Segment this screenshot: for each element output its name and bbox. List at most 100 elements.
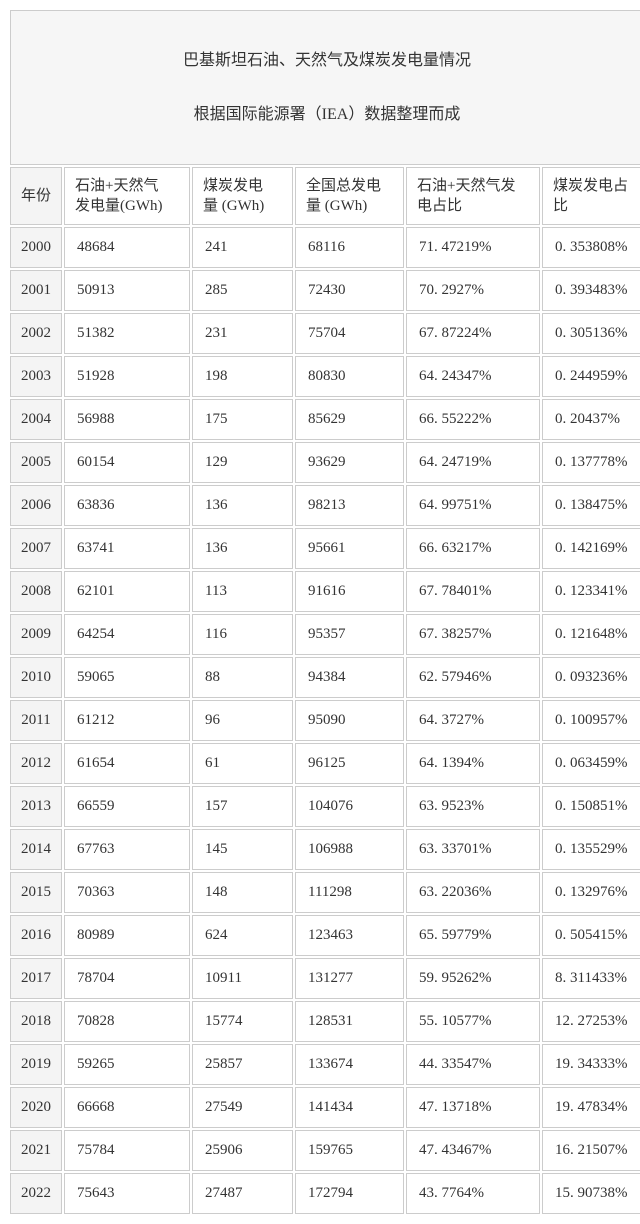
data-cell: 128531 — [295, 1001, 404, 1042]
data-cell: 66668 — [64, 1087, 190, 1128]
data-cell: 62101 — [64, 571, 190, 612]
data-cell: 241 — [192, 227, 293, 268]
data-cell: 15. 90738% — [542, 1173, 640, 1214]
table-row: 2000 48684 241 68116 71. 47219% 0. 353808% — [10, 227, 640, 268]
data-cell: 0. 063459% — [542, 743, 640, 784]
data-cell: 85629 — [295, 399, 404, 440]
data-cell: 145 — [192, 829, 293, 870]
data-cell: 19. 47834% — [542, 1087, 640, 1128]
table-row: 2013 66559 157 104076 63. 9523% 0. 150851% — [10, 786, 640, 827]
table-row: 2020 66668 27549 141434 47. 13718% 19. 47834% — [10, 1087, 640, 1128]
data-cell: 67763 — [64, 829, 190, 870]
data-cell: 0. 20437% — [542, 399, 640, 440]
power-generation-table: 巴基斯坦石油、天然气及煤炭发电量情况 根据国际能源署（IEA）数据整理而成 年份… — [8, 8, 640, 1216]
column-header-3: 全国总发电 量 (GWh) — [295, 167, 404, 225]
data-cell: 136 — [192, 485, 293, 526]
year-cell: 2000 — [10, 227, 62, 268]
data-cell: 98213 — [295, 485, 404, 526]
data-cell: 106988 — [295, 829, 404, 870]
data-cell: 78704 — [64, 958, 190, 999]
data-cell: 64. 24719% — [406, 442, 540, 483]
table-row: 2006 63836 136 98213 64. 99751% 0. 138475% — [10, 485, 640, 526]
data-cell: 231 — [192, 313, 293, 354]
table-row: 2004 56988 175 85629 66. 55222% 0. 20437% — [10, 399, 640, 440]
data-cell: 60154 — [64, 442, 190, 483]
data-cell: 104076 — [295, 786, 404, 827]
table-row: 2003 51928 198 80830 64. 24347% 0. 244959% — [10, 356, 640, 397]
data-cell: 67. 87224% — [406, 313, 540, 354]
data-cell: 63. 9523% — [406, 786, 540, 827]
data-cell: 93629 — [295, 442, 404, 483]
year-cell: 2009 — [10, 614, 62, 655]
data-cell: 71. 47219% — [406, 227, 540, 268]
table-row: 2010 59065 88 94384 62. 57946% 0. 093236% — [10, 657, 640, 698]
data-cell: 96 — [192, 700, 293, 741]
data-cell: 65. 59779% — [406, 915, 540, 956]
table-title-line2: 根据国际能源署（IEA）数据整理而成 — [193, 106, 461, 123]
table-row: 2012 61654 61 96125 64. 1394% 0. 063459% — [10, 743, 640, 784]
data-cell: 0. 123341% — [542, 571, 640, 612]
column-header-0: 年份 — [10, 167, 62, 225]
data-cell: 67. 38257% — [406, 614, 540, 655]
data-cell: 0. 505415% — [542, 915, 640, 956]
data-cell: 96125 — [295, 743, 404, 784]
table-row: 2017 78704 10911 131277 59. 95262% 8. 311433% — [10, 958, 640, 999]
data-cell: 50913 — [64, 270, 190, 311]
data-cell: 198 — [192, 356, 293, 397]
column-header-2: 煤炭发电 量 (GWh) — [192, 167, 293, 225]
data-cell: 0. 150851% — [542, 786, 640, 827]
year-cell: 2004 — [10, 399, 62, 440]
data-cell: 63741 — [64, 528, 190, 569]
year-cell: 2003 — [10, 356, 62, 397]
data-cell: 72430 — [295, 270, 404, 311]
data-cell: 175 — [192, 399, 293, 440]
table-row: 2022 75643 27487 172794 43. 7764% 15. 90738% — [10, 1173, 640, 1214]
data-cell: 25906 — [192, 1130, 293, 1171]
table-row: 2009 64254 116 95357 67. 38257% 0. 121648% — [10, 614, 640, 655]
year-cell: 2018 — [10, 1001, 62, 1042]
data-cell: 159765 — [295, 1130, 404, 1171]
year-cell: 2013 — [10, 786, 62, 827]
data-cell: 80989 — [64, 915, 190, 956]
data-cell: 70. 2927% — [406, 270, 540, 311]
data-cell: 61654 — [64, 743, 190, 784]
table-row: 2021 75784 25906 159765 47. 43467% 16. 21507% — [10, 1130, 640, 1171]
year-cell: 2008 — [10, 571, 62, 612]
table-row: 2002 51382 231 75704 67. 87224% 0. 305136% — [10, 313, 640, 354]
data-cell: 75704 — [295, 313, 404, 354]
data-cell: 285 — [192, 270, 293, 311]
data-cell: 27487 — [192, 1173, 293, 1214]
table-title-line1: 巴基斯坦石油、天然气及煤炭发电量情况 — [183, 52, 472, 69]
table-header-row: 年份 石油+天然气 发电量(GWh) 煤炭发电 量 (GWh) 全国总发电 量 (GW… — [10, 167, 640, 225]
table-row: 2016 80989 624 123463 65. 59779% 0. 505415% — [10, 915, 640, 956]
data-cell: 0. 132976% — [542, 872, 640, 913]
year-cell: 2001 — [10, 270, 62, 311]
data-cell: 70363 — [64, 872, 190, 913]
data-cell: 0. 393483% — [542, 270, 640, 311]
data-cell: 61 — [192, 743, 293, 784]
table-row: 2005 60154 129 93629 64. 24719% 0. 137778% — [10, 442, 640, 483]
data-cell: 66. 55222% — [406, 399, 540, 440]
table-row: 2007 63741 136 95661 66. 63217% 0. 142169% — [10, 528, 640, 569]
data-cell: 64. 99751% — [406, 485, 540, 526]
table-row: 2019 59265 25857 133674 44. 33547% 19. 34333% — [10, 1044, 640, 1085]
data-cell: 66. 63217% — [406, 528, 540, 569]
year-cell: 2016 — [10, 915, 62, 956]
data-cell: 62. 57946% — [406, 657, 540, 698]
data-cell: 75643 — [64, 1173, 190, 1214]
data-cell: 61212 — [64, 700, 190, 741]
data-cell: 16. 21507% — [542, 1130, 640, 1171]
data-cell: 64. 3727% — [406, 700, 540, 741]
year-cell: 2007 — [10, 528, 62, 569]
data-cell: 111298 — [295, 872, 404, 913]
data-cell: 0. 244959% — [542, 356, 640, 397]
data-cell: 95661 — [295, 528, 404, 569]
data-cell: 91616 — [295, 571, 404, 612]
data-cell: 51928 — [64, 356, 190, 397]
data-cell: 47. 13718% — [406, 1087, 540, 1128]
data-cell: 116 — [192, 614, 293, 655]
data-cell: 64. 24347% — [406, 356, 540, 397]
data-cell: 172794 — [295, 1173, 404, 1214]
table-body: 2000 48684 241 68116 71. 47219% 0. 353808% 200… — [10, 227, 640, 1214]
data-cell: 64. 1394% — [406, 743, 540, 784]
